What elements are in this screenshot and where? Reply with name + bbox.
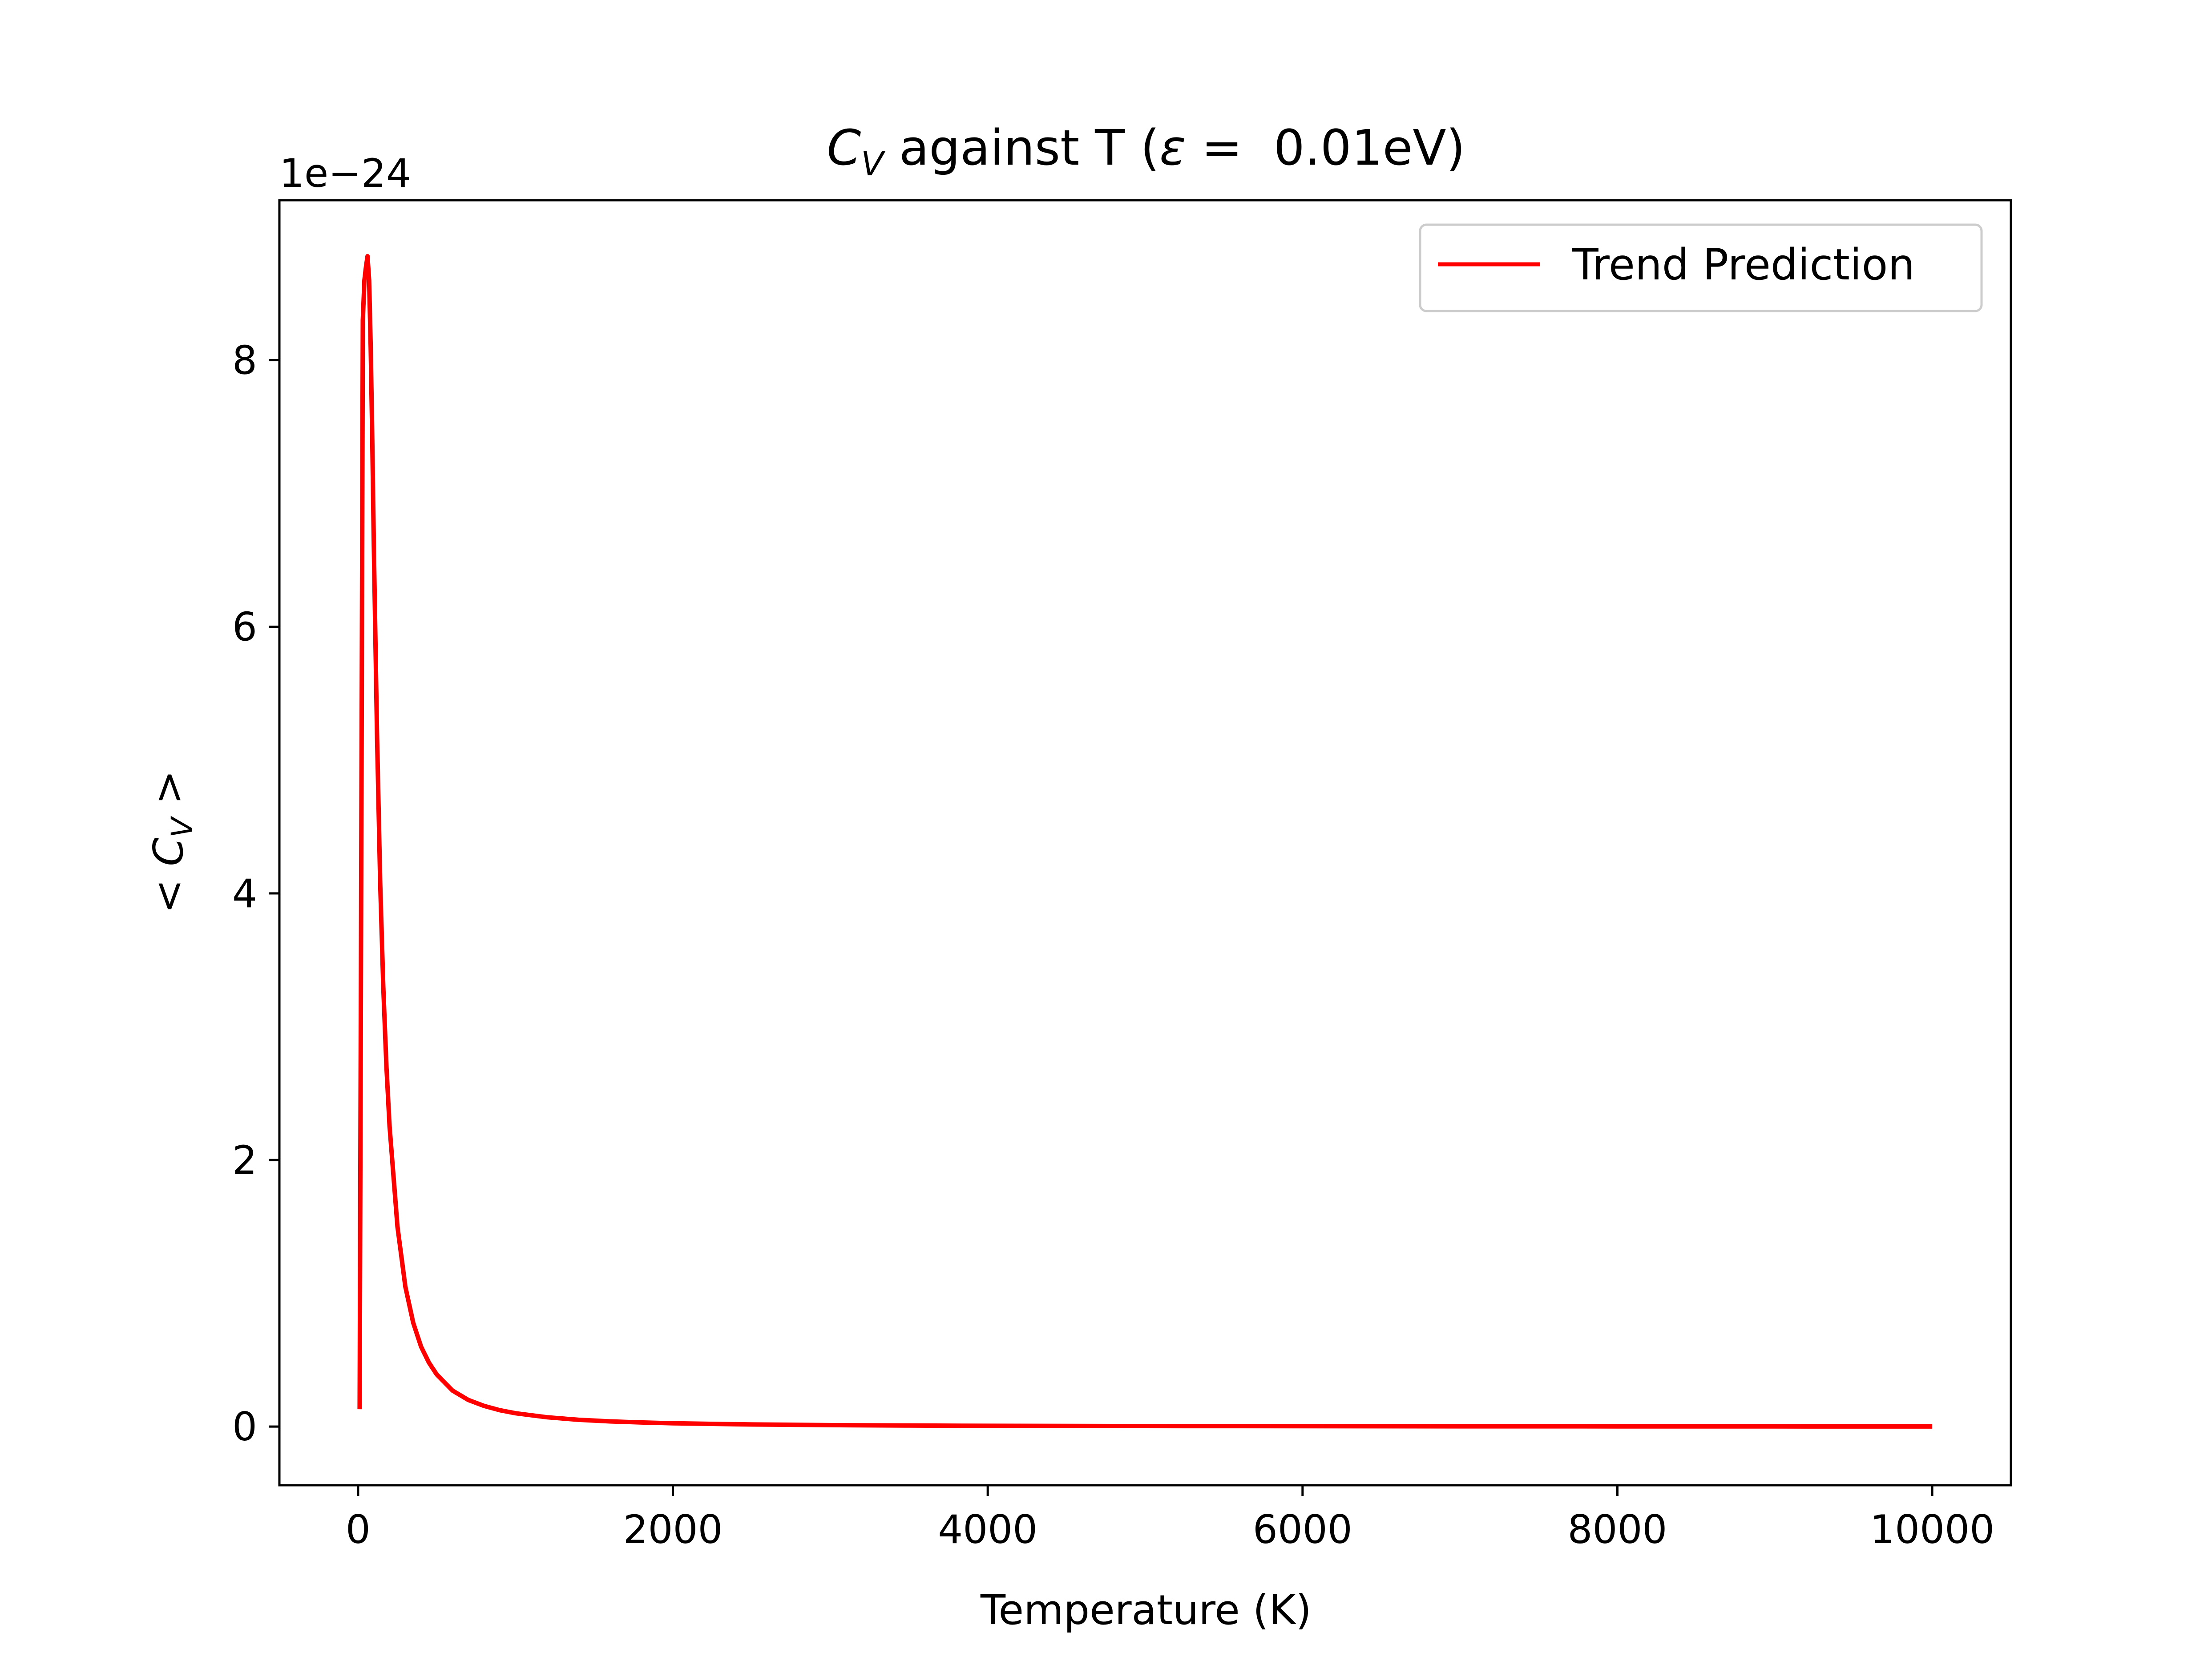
- y-label-open: <: [145, 866, 192, 913]
- y-axis-ticks: 0 2 4 6 8: [232, 338, 279, 1450]
- x-axis-ticks: 0 2000 4000 6000 8000 10000: [346, 1485, 1994, 1552]
- x-tick-label: 0: [346, 1507, 371, 1552]
- y-tick-label: 0: [232, 1404, 257, 1450]
- y-tick-label: 4: [232, 871, 257, 917]
- legend: Trend Prediction: [1419, 223, 1983, 312]
- legend-label-trend-prediction: Trend Prediction: [1572, 240, 1915, 290]
- plot-frame: [278, 199, 2012, 1487]
- y-offset-text: 1e−24: [279, 150, 411, 196]
- title-symbol: C: [827, 119, 861, 176]
- x-tick-label: 2000: [623, 1507, 723, 1552]
- title-symbol-subscript: V: [861, 145, 885, 183]
- series-line-0: [357, 254, 1933, 1429]
- y-label-symbol: C: [145, 837, 192, 866]
- y-axis-label: < CV >: [145, 770, 199, 913]
- x-tick-label: 8000: [1567, 1507, 1667, 1552]
- title-epsilon: ε: [1159, 119, 1186, 176]
- y-tick-label: 6: [232, 604, 257, 650]
- y-tick-label: 2: [232, 1137, 257, 1183]
- y-label-symbol-subscript: V: [165, 816, 199, 837]
- x-axis-label: Temperature (K): [980, 1586, 1312, 1634]
- x-tick-label: 10000: [1870, 1507, 1994, 1552]
- legend-box: [1419, 223, 1983, 312]
- title-rest: against T (: [884, 119, 1159, 176]
- title-tail: = 0.01eV): [1186, 119, 1465, 176]
- series-layer: [357, 254, 1933, 1429]
- y-tick-label: 8: [232, 338, 257, 384]
- chart-title: CV against T (ε = 0.01eV): [827, 119, 1465, 183]
- y-label-close: >: [145, 770, 192, 817]
- x-tick-label: 6000: [1253, 1507, 1352, 1552]
- x-tick-label: 4000: [938, 1507, 1037, 1552]
